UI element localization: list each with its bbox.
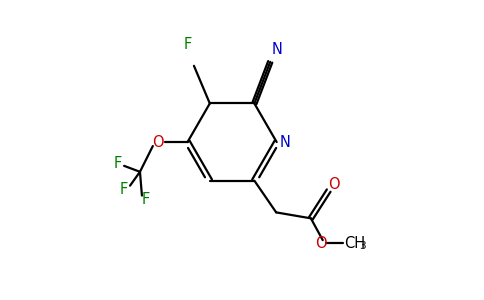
Text: N: N (279, 135, 290, 150)
Text: F: F (184, 37, 192, 52)
Text: CH: CH (345, 236, 366, 250)
Text: F: F (142, 192, 150, 207)
Text: 3: 3 (360, 241, 366, 251)
Text: O: O (152, 135, 164, 150)
Text: O: O (328, 177, 339, 192)
Text: F: F (120, 182, 128, 197)
Text: F: F (114, 156, 122, 171)
Text: N: N (272, 43, 283, 58)
Text: O: O (315, 236, 327, 250)
